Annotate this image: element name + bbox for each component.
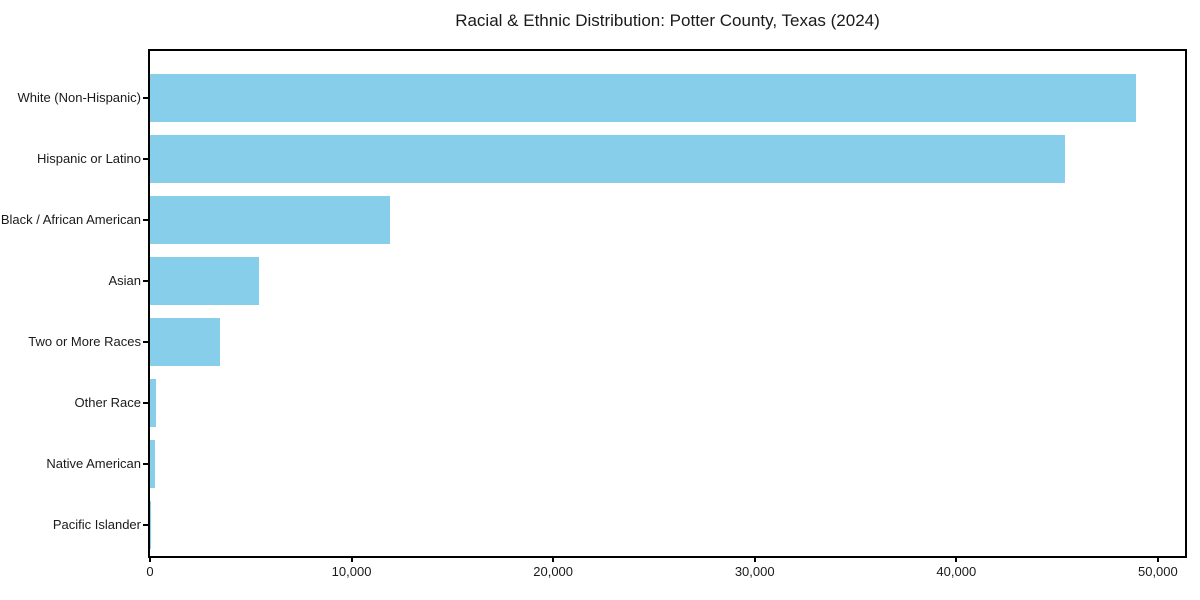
x-tick-label: 30,000 bbox=[734, 564, 775, 579]
bar bbox=[150, 195, 390, 244]
x-tick-label: 0 bbox=[146, 564, 154, 579]
x-tick-mark bbox=[753, 557, 756, 562]
y-axis-label: Asian bbox=[108, 272, 141, 288]
y-tick-mark bbox=[143, 340, 148, 343]
x-tick-mark bbox=[350, 557, 353, 562]
plot-area bbox=[148, 49, 1187, 558]
x-tick-mark bbox=[955, 557, 958, 562]
bar bbox=[150, 500, 151, 549]
bar bbox=[150, 73, 1136, 122]
y-axis-label: Black / African American bbox=[0, 211, 141, 227]
y-axis-label: Other Race bbox=[74, 394, 141, 410]
y-tick-mark bbox=[143, 462, 148, 465]
bar bbox=[150, 317, 221, 366]
bar bbox=[150, 134, 1066, 183]
x-tick-mark bbox=[149, 557, 151, 562]
y-tick-mark bbox=[143, 218, 148, 221]
y-tick-mark bbox=[143, 157, 148, 160]
bar bbox=[150, 256, 260, 305]
y-tick-mark bbox=[143, 279, 148, 282]
y-axis-label: Hispanic or Latino bbox=[36, 150, 141, 166]
y-axis-label: Native American bbox=[46, 455, 141, 471]
x-tick-label: 20,000 bbox=[533, 564, 574, 579]
chart-title: Racial & Ethnic Distribution: Potter Cou… bbox=[455, 11, 880, 30]
y-axis-label: Two or More Races bbox=[28, 333, 141, 349]
y-tick-mark bbox=[143, 401, 148, 404]
x-tick-mark bbox=[1156, 557, 1159, 562]
bar bbox=[150, 439, 156, 488]
x-tick-label: 50,000 bbox=[1137, 564, 1178, 579]
bar bbox=[150, 378, 157, 427]
y-tick-mark bbox=[143, 523, 148, 526]
y-axis: White (Non-Hispanic) Hispanic or Latino Bl… bbox=[0, 49, 141, 558]
x-tick-mark bbox=[552, 557, 555, 562]
y-axis-label: Pacific Islander bbox=[52, 516, 141, 532]
y-tick-mark bbox=[143, 96, 148, 99]
y-axis-label: White (Non-Hispanic) bbox=[17, 89, 141, 105]
x-tick-label: 10,000 bbox=[331, 564, 372, 579]
x-tick-label: 40,000 bbox=[936, 564, 977, 579]
